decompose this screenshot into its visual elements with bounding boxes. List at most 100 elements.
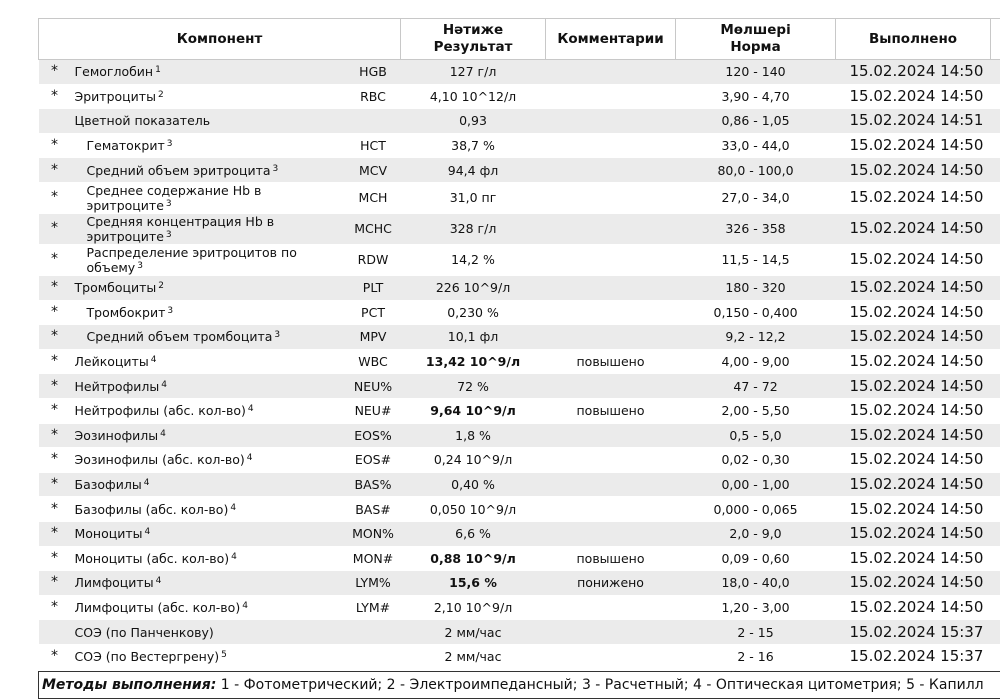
- footnote: 3: [272, 163, 279, 174]
- footnote: 4: [246, 453, 253, 464]
- mark: *: [38, 398, 71, 424]
- table-row: * Тромбокрит 3 PCT 0,230 % 0,150 - 0,400 15.02…: [38, 300, 1000, 326]
- table-row: * Средний объем тромбоцита 3 MPV 10,1 фл 9,2 …: [38, 324, 1000, 350]
- footnote: 3: [167, 305, 174, 316]
- mark: *: [38, 496, 71, 522]
- comment-text: понижено: [577, 575, 644, 591]
- mark: *: [38, 157, 71, 183]
- mark: *: [38, 644, 71, 670]
- result: 328 г/л: [400, 213, 546, 245]
- code: [345, 644, 401, 670]
- component: Эозинофилы 4: [70, 423, 346, 449]
- extra-cell: [990, 398, 1000, 424]
- component: Лимфоциты (абс. кол-во) 4: [70, 595, 346, 621]
- footnote: 3: [137, 260, 143, 271]
- component-text: СОЭ (по Вестергрену): [74, 649, 220, 665]
- component-text: Цветной показатель: [74, 113, 211, 129]
- norm: 0,000 - 0,065: [675, 496, 836, 522]
- component: Среднее содержание Hb в эритроците 3: [70, 182, 346, 214]
- done-text: 15.02.2024 14:50: [849, 573, 984, 592]
- code-text: MON%: [352, 526, 394, 542]
- footnote: 4: [143, 478, 150, 489]
- table-row: * Тромбоциты 2 PLT 226 10^9/л 180 - 320 15.02.…: [38, 275, 1000, 301]
- norm-text: 0,150 - 0,400: [713, 304, 798, 320]
- done-text: 15.02.2024 14:50: [849, 278, 984, 297]
- mark-text: *: [51, 220, 58, 237]
- done-text: 15.02.2024 14:51: [849, 111, 984, 130]
- comment: [545, 275, 676, 301]
- code-text: MCV: [358, 162, 388, 178]
- mark-text: *: [51, 87, 58, 104]
- table-row: * Гемоглобин 1 HGB 127 г/л 120 - 140 15.02.202…: [38, 59, 1000, 85]
- done: 15.02.2024 14:50: [835, 244, 991, 276]
- norm: 1,20 - 3,00: [675, 595, 836, 621]
- component: Распределение эритроцитов по объему 3: [70, 244, 346, 276]
- component: СОЭ (по Вестергрену) 5: [70, 644, 346, 670]
- comment: [545, 472, 676, 498]
- mark: *: [38, 521, 71, 547]
- code: MCV: [345, 157, 401, 183]
- code: PCT: [345, 300, 401, 326]
- norm-text: 47 - 72: [733, 378, 778, 394]
- component: Моноциты 4: [70, 521, 346, 547]
- norm-text: 3,90 - 4,70: [721, 88, 790, 104]
- mark-text: *: [51, 476, 58, 493]
- norm-text: 0,5 - 5,0: [729, 427, 782, 443]
- mark: *: [38, 59, 71, 85]
- mark: [38, 108, 71, 134]
- extra-cell: [990, 108, 1000, 134]
- code: RDW: [345, 244, 401, 276]
- norm: 11,5 - 14,5: [675, 244, 836, 276]
- mark: *: [38, 349, 71, 375]
- comment: [545, 521, 676, 547]
- result: 94,4 фл: [400, 157, 546, 183]
- norm: 47 - 72: [675, 373, 836, 399]
- extra-cell: [990, 595, 1000, 621]
- result-text: 0,88 10^9/л: [430, 550, 516, 566]
- footnote: 4: [150, 355, 157, 366]
- mark: *: [38, 244, 71, 276]
- footnote: 3: [165, 198, 172, 209]
- comment: [545, 423, 676, 449]
- result: 1,8 %: [400, 423, 546, 449]
- done-text: 15.02.2024 14:50: [849, 475, 984, 494]
- comment: [545, 447, 676, 473]
- norm-text: 0,86 - 1,05: [721, 113, 790, 129]
- mark: *: [38, 472, 71, 498]
- code-text: BAS%: [354, 477, 392, 493]
- footnote: 2: [158, 281, 165, 292]
- done: 15.02.2024 14:50: [835, 349, 991, 375]
- norm-text: 27,0 - 34,0: [721, 190, 790, 206]
- mark: *: [38, 182, 71, 214]
- done-text: 15.02.2024 14:50: [849, 302, 984, 321]
- done-text: 15.02.2024 14:50: [849, 136, 984, 155]
- extra-cell: [990, 244, 1000, 276]
- norm-text: 0,00 - 1,00: [721, 477, 790, 493]
- done: 15.02.2024 14:50: [835, 373, 991, 399]
- code-text: BAS#: [355, 501, 391, 517]
- code: PLT: [345, 275, 401, 301]
- footnote: 4: [161, 379, 167, 390]
- result-text: 13,42 10^9/л: [425, 354, 521, 370]
- result-text: 15,6 %: [449, 575, 497, 591]
- done: 15.02.2024 14:50: [835, 496, 991, 522]
- result-text: 0,050 10^9/л: [429, 501, 517, 517]
- done-text: 15.02.2024 14:50: [849, 597, 984, 616]
- done: 15.02.2024 14:50: [835, 157, 991, 183]
- results-table-wrap: Компонент Нәтиже Результат Комментарии Мөлше…: [37, 18, 1000, 670]
- component: Средний объем тромбоцита 3: [70, 324, 346, 350]
- component-text: Лейкоциты: [74, 354, 149, 370]
- done: 15.02.2024 14:50: [835, 275, 991, 301]
- result-text: 6,6 %: [455, 526, 491, 542]
- mark: *: [38, 546, 71, 572]
- component-text: Средняя концентрация Hb в эритроците: [86, 213, 275, 244]
- code: RBC: [345, 84, 401, 110]
- table-row: * Лимфоциты (абс. кол-во) 4 LYM# 2,10 10^9/л…: [38, 595, 1000, 621]
- extra-cell: [990, 324, 1000, 350]
- table-row: Цветной показатель 0,93 0,86 - 1,05 15.02.2…: [38, 108, 1000, 134]
- done-text: 15.02.2024 14:50: [849, 250, 984, 269]
- component-text: Лимфоциты: [74, 575, 154, 591]
- norm-text: 1,20 - 3,00: [721, 599, 790, 615]
- code: LYM%: [345, 570, 401, 596]
- mark-text: *: [51, 426, 58, 443]
